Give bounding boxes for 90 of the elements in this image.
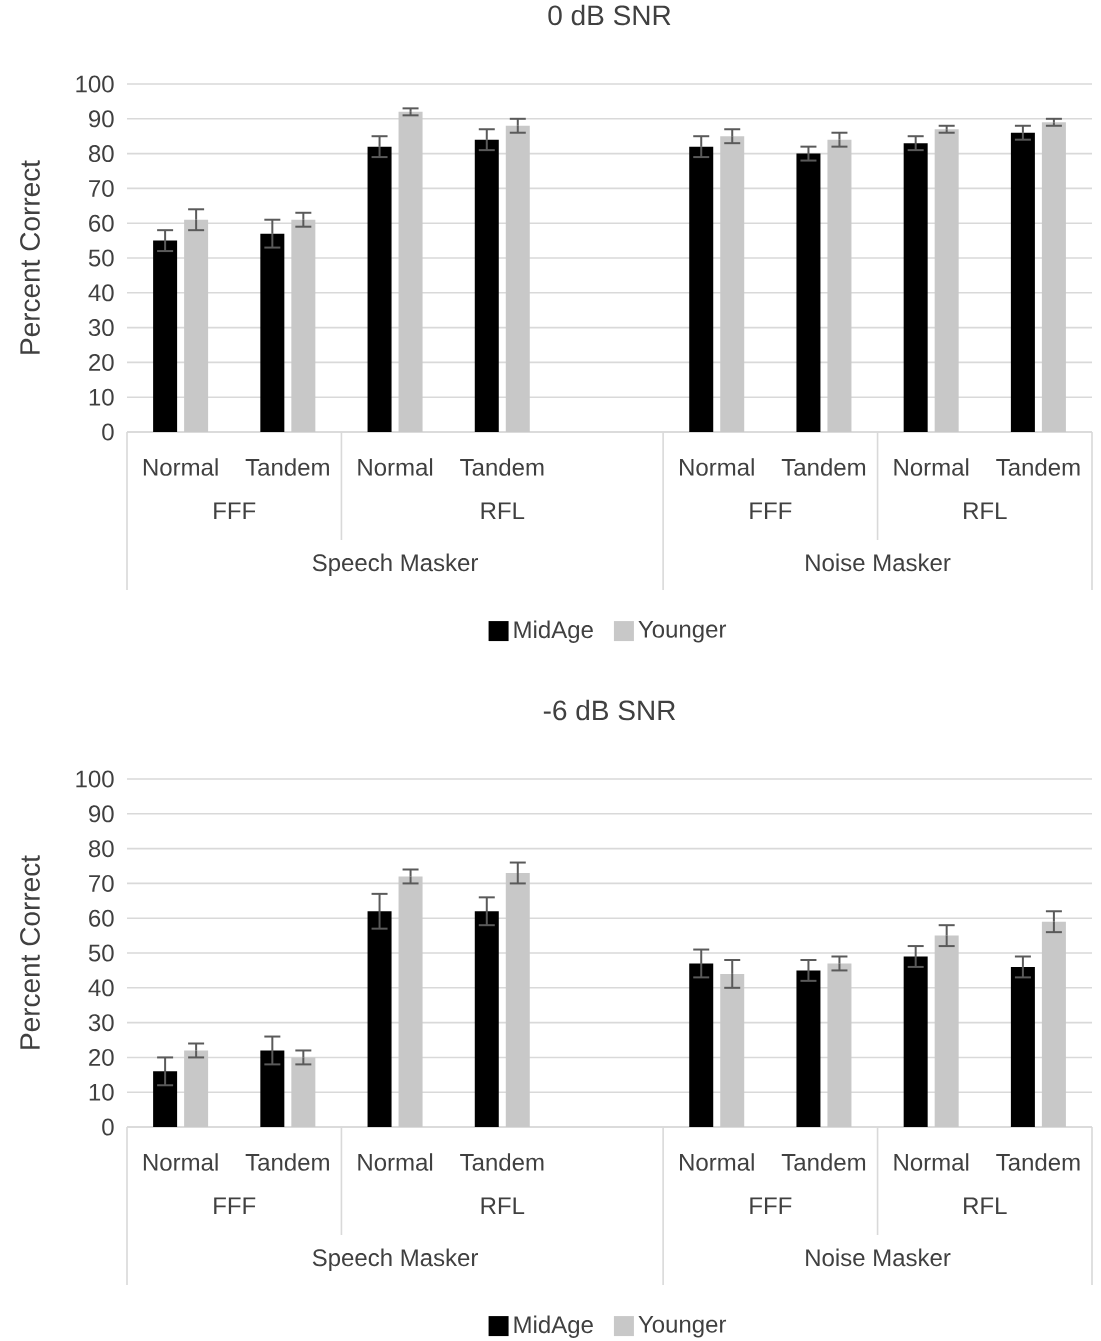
bar xyxy=(1041,122,1066,433)
bar xyxy=(260,233,285,433)
bar xyxy=(291,1057,316,1128)
bar xyxy=(474,911,499,1128)
y-tick-label: 0 xyxy=(102,423,114,441)
text: Noise Masker xyxy=(806,553,951,572)
bar xyxy=(934,129,959,433)
bar xyxy=(903,956,928,1128)
y-tick-label: 10 xyxy=(89,388,114,406)
chart-title: 0 dB SNR xyxy=(548,4,671,26)
x-tick-label: Tandem xyxy=(460,1153,544,1171)
text: FFF xyxy=(750,1197,792,1215)
bar xyxy=(1010,966,1035,1128)
bar xyxy=(184,219,209,433)
text: Noise Masker xyxy=(806,1248,951,1267)
x-tick-label: Normal xyxy=(143,1153,218,1171)
text: FFF xyxy=(214,1197,256,1215)
bar xyxy=(934,935,959,1128)
bar xyxy=(689,146,714,433)
bar xyxy=(827,963,852,1128)
chart-title: -6 dB SNR xyxy=(543,699,676,721)
y-tick-label: 50 xyxy=(88,249,114,267)
x-tick-label: Normal xyxy=(358,458,433,476)
text: RFL xyxy=(481,502,525,520)
bar xyxy=(474,139,499,433)
x-tick-label: Normal xyxy=(680,1153,754,1171)
bar xyxy=(398,876,423,1128)
y-tick-label: 20 xyxy=(89,353,114,371)
x-tick-label: Tandem xyxy=(996,1153,1080,1171)
text: RFL xyxy=(964,502,1007,520)
x-tick-label: Tandem xyxy=(781,1153,866,1171)
x-tick-label: Tandem xyxy=(245,458,329,476)
y-tick-label: 20 xyxy=(89,1048,114,1066)
x-tick-label: Tandem xyxy=(781,458,866,476)
x-tick-label: Normal xyxy=(358,1153,433,1171)
bar xyxy=(1010,132,1035,433)
x-tick-label: Tandem xyxy=(996,458,1080,476)
legend-label: MidAge xyxy=(514,620,593,643)
x-tick-label: Tandem xyxy=(460,458,544,476)
bar xyxy=(827,139,852,433)
legend-label: MidAge xyxy=(514,1315,593,1338)
bar xyxy=(367,146,392,433)
y-tick-label: 30 xyxy=(88,1014,114,1032)
y-axis-title: Percent Correct xyxy=(20,855,40,1049)
bar xyxy=(720,136,745,433)
text: Speech Masker xyxy=(312,1248,478,1271)
bar xyxy=(796,970,821,1128)
y-tick-label: 70 xyxy=(89,179,114,197)
bar xyxy=(153,1071,178,1128)
y-tick-label: 80 xyxy=(88,840,114,858)
y-tick-label: 10 xyxy=(89,1083,114,1101)
text: FFF xyxy=(214,502,256,520)
legend-label: Younger xyxy=(638,1316,727,1338)
text: FFF xyxy=(750,502,792,520)
bar xyxy=(505,125,530,433)
y-tick-label: 50 xyxy=(88,944,114,962)
bar xyxy=(291,219,316,433)
text: Speech Masker xyxy=(312,553,478,576)
x-tick-label: Normal xyxy=(894,1153,969,1171)
y-tick-label: 60 xyxy=(89,214,114,232)
y-tick-label: 0 xyxy=(102,1118,114,1136)
y-tick-label: 100 xyxy=(76,75,114,93)
text: RFL xyxy=(964,1197,1007,1215)
x-tick-label: Normal xyxy=(680,458,754,476)
y-tick-label: 60 xyxy=(89,909,114,927)
bar xyxy=(367,911,392,1128)
bar xyxy=(903,143,928,433)
bar xyxy=(796,153,821,433)
y-axis-title: Percent Correct xyxy=(20,160,40,354)
bar xyxy=(505,872,530,1128)
y-tick-label: 90 xyxy=(89,110,114,128)
y-tick-label: 70 xyxy=(89,874,114,892)
bar xyxy=(720,973,745,1128)
bar xyxy=(689,963,714,1128)
y-tick-label: 40 xyxy=(88,284,114,302)
y-tick-label: 90 xyxy=(89,805,114,823)
bar xyxy=(1041,921,1066,1128)
bar xyxy=(184,1050,209,1128)
bar xyxy=(153,240,178,433)
x-tick-label: Normal xyxy=(143,458,218,476)
bar xyxy=(260,1050,285,1128)
legend-label: Younger xyxy=(638,621,727,643)
text: RFL xyxy=(481,1197,525,1215)
y-tick-label: 40 xyxy=(88,979,114,997)
y-tick-label: 30 xyxy=(88,319,114,337)
bar xyxy=(398,111,423,433)
y-tick-label: 100 xyxy=(76,770,114,788)
x-tick-label: Tandem xyxy=(245,1153,329,1171)
x-tick-label: Normal xyxy=(894,458,969,476)
y-tick-label: 80 xyxy=(88,145,114,163)
